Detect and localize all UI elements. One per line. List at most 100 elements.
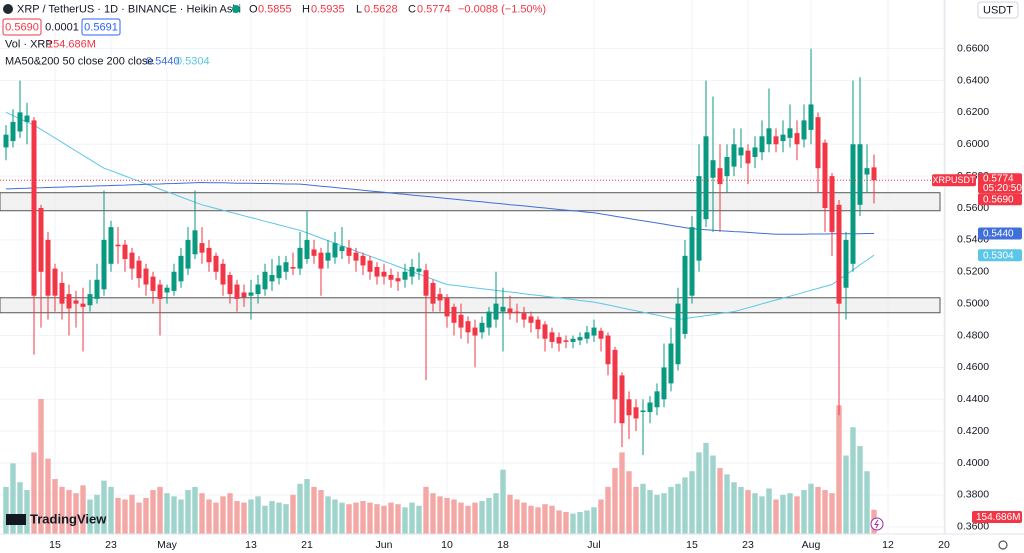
candle-body — [248, 292, 254, 296]
candle-body — [108, 227, 114, 264]
candle-body — [17, 112, 23, 132]
volume-bar — [822, 490, 828, 534]
volume-bar — [255, 496, 261, 534]
settings-icon[interactable] — [998, 540, 1008, 550]
volume-value: 154.686M — [47, 38, 96, 50]
volume-bar — [514, 499, 520, 534]
volume-bar — [59, 486, 65, 534]
volume-bar — [269, 501, 275, 534]
volume-bar — [486, 497, 492, 534]
volume-bar — [507, 494, 513, 534]
volume-bar — [171, 496, 177, 534]
y-tick-label: 0.4400 — [957, 393, 989, 405]
volume-bar — [164, 493, 170, 534]
volume-bar — [689, 471, 695, 534]
candle-body — [612, 349, 618, 400]
candle-body — [668, 343, 674, 384]
candle-body — [150, 276, 156, 291]
volume-bar — [619, 452, 625, 534]
spread: 0.0001 — [45, 21, 79, 33]
volume-bar — [157, 486, 163, 534]
volume-bar — [549, 505, 555, 534]
candle-body — [3, 134, 9, 148]
candle-body — [143, 268, 149, 285]
volume-bar — [640, 483, 646, 534]
candle-body — [752, 147, 758, 158]
volume-bar — [521, 502, 527, 534]
candle-body — [199, 243, 205, 253]
sell-box[interactable] — [2, 18, 42, 36]
volume-bar — [584, 510, 590, 534]
volume-bar — [829, 493, 835, 534]
volume-bar — [416, 505, 422, 534]
volume-bar — [647, 490, 653, 534]
brand-name: TradingView — [30, 511, 107, 526]
candle-body — [696, 176, 702, 261]
candle-body — [220, 263, 226, 285]
candle-body — [619, 375, 625, 424]
candle-body — [332, 243, 338, 258]
volume-bar — [185, 490, 191, 534]
volume-bar — [283, 504, 289, 534]
candle-body — [24, 115, 30, 122]
volume-bar — [17, 482, 23, 534]
replay-button[interactable] — [870, 517, 884, 531]
volume-bar — [199, 493, 205, 534]
buy-box[interactable] — [81, 18, 121, 36]
currency[interactable]: USDT — [983, 4, 1013, 16]
x-tick-label: 15 — [686, 539, 698, 551]
y-tick-label: 0.4200 — [957, 425, 989, 437]
y-tick-label: 0.3800 — [957, 489, 989, 501]
candle-body — [416, 268, 422, 272]
price-label: 0.5774 — [983, 173, 1014, 184]
candle-body — [703, 136, 709, 220]
y-tick-label: 0.4000 — [957, 457, 989, 469]
candle-body — [290, 267, 296, 269]
y-tick-label: 0.3600 — [957, 521, 989, 533]
candle-body — [773, 136, 779, 145]
ma-box — [978, 249, 1022, 262]
candle-body — [745, 150, 751, 164]
candle-body — [73, 300, 79, 304]
volume-bar — [444, 497, 450, 534]
candle-body — [794, 133, 800, 145]
candle-body — [52, 268, 58, 296]
x-tick-label: May — [157, 539, 178, 551]
candle-body — [276, 265, 282, 279]
volume-bar — [731, 482, 737, 534]
candle-body — [374, 267, 380, 277]
candle-body — [437, 294, 443, 301]
candle-body — [787, 128, 793, 138]
candle-body — [654, 391, 660, 408]
volume-bar — [766, 488, 772, 534]
ask[interactable]: 0.5691 — [84, 21, 118, 33]
candle-body — [451, 306, 457, 323]
volume-bar — [528, 505, 534, 534]
volume-bar — [535, 507, 541, 534]
open-label: O — [249, 3, 258, 15]
candle-body — [444, 297, 450, 317]
volume-bar — [591, 507, 597, 534]
candle-body — [66, 294, 72, 309]
bid[interactable]: 0.5690 — [5, 21, 39, 33]
candle-body — [808, 104, 814, 130]
y-tick-label: 0.6400 — [957, 74, 989, 86]
volume-bar — [248, 499, 254, 534]
candle-body — [157, 284, 163, 299]
volume-bar — [290, 494, 296, 534]
replay-glyph[interactable] — [874, 519, 879, 529]
volume-bar — [451, 499, 457, 534]
volume-bar — [703, 442, 709, 534]
candle-body — [605, 335, 611, 365]
candle-body — [164, 287, 170, 293]
candle-body — [836, 204, 842, 304]
candle-body — [521, 313, 527, 320]
ma200-value: 0.5440 — [146, 55, 180, 67]
x-tick-label: Aug — [802, 539, 821, 551]
currency-box[interactable] — [977, 1, 1019, 19]
candle-body — [423, 270, 429, 296]
volume-bar — [318, 490, 324, 534]
brand-logo — [6, 514, 26, 525]
brand: TradingView — [6, 511, 107, 526]
